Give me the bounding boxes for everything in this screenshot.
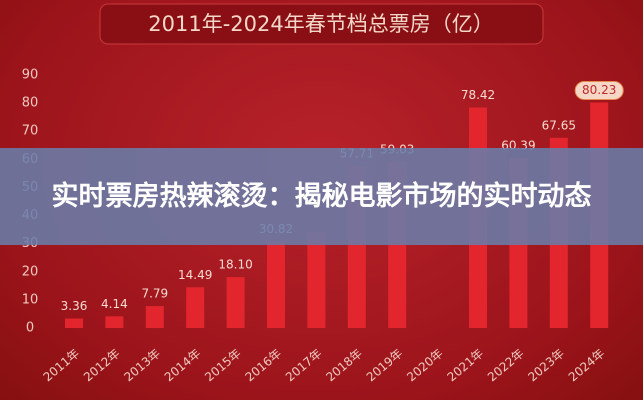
value-label: 78.42 — [461, 88, 495, 102]
bar — [105, 316, 124, 328]
x-tick-label: 2022年 — [485, 346, 527, 384]
value-label: 80.23 — [582, 83, 616, 97]
x-tick-label: 2017年 — [283, 346, 325, 384]
bar — [226, 277, 245, 328]
x-tick-label: 2023年 — [525, 346, 567, 384]
x-tick-label: 2015年 — [202, 346, 244, 384]
value-label: 7.79 — [141, 287, 168, 301]
y-tick-label: 70 — [22, 124, 39, 139]
value-label-box — [574, 80, 624, 100]
y-tick-label: 0 — [26, 321, 34, 336]
x-tick-label: 2014年 — [162, 346, 204, 384]
bar — [186, 287, 205, 328]
x-tick-label: 2024年 — [566, 346, 608, 384]
banner-title: 实时票房热辣滚烫：揭秘电影市场的实时动态 — [51, 181, 592, 212]
x-tick-label: 2019年 — [364, 346, 406, 384]
bar — [307, 232, 326, 328]
bar — [267, 241, 285, 328]
y-tick-label: 80 — [22, 96, 39, 111]
title-box — [99, 3, 544, 45]
x-tick-label: 2020年 — [404, 346, 446, 384]
y-tick-label: 90 — [22, 68, 39, 83]
y-tick-label: 10 — [22, 292, 39, 307]
value-label: 4.14 — [101, 297, 128, 311]
bar — [145, 306, 164, 328]
value-label: 67.65 — [542, 118, 576, 132]
y-tick-label: 20 — [22, 264, 39, 279]
bar — [65, 318, 83, 328]
value-label: 3.36 — [61, 299, 88, 313]
x-tick-label: 2018年 — [323, 346, 365, 384]
x-tick-label: 2011年 — [41, 346, 83, 384]
banner: 实时票房热辣滚烫：揭秘电影市场的实时动态 — [0, 148, 643, 245]
value-label: 18.10 — [218, 258, 252, 272]
x-tick-label: 2013年 — [121, 346, 163, 384]
x-tick-label: 2021年 — [445, 346, 487, 384]
chart-title: 2011年-2024年春节档总票房（亿） — [148, 12, 493, 36]
x-tick-label: 2016年 — [243, 346, 285, 384]
x-tick-label: 2012年 — [81, 346, 123, 384]
value-label: 14.49 — [178, 268, 212, 282]
